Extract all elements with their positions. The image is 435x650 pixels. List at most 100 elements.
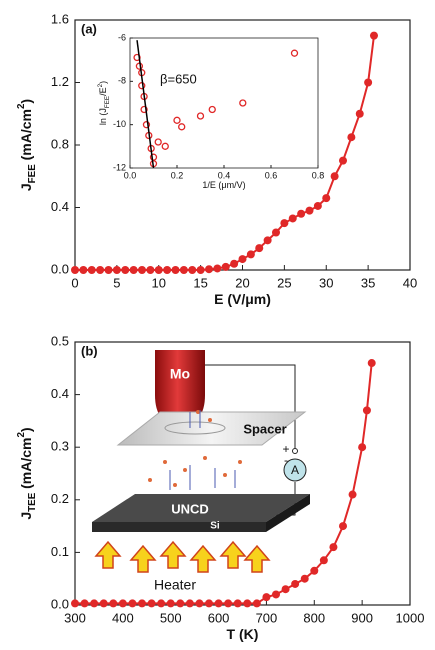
y-axis-title-part: 2 bbox=[16, 432, 27, 438]
spacer bbox=[116, 411, 307, 446]
x-tick-label: 0.6 bbox=[265, 170, 278, 180]
panel-label: (b) bbox=[81, 343, 98, 358]
y-tick-label: 0.2 bbox=[51, 491, 69, 506]
y-axis-title-part: TEE bbox=[27, 492, 38, 512]
data-point bbox=[196, 112, 205, 120]
data-point bbox=[322, 194, 331, 203]
uncd-front bbox=[92, 522, 266, 532]
y-axis-title-part: ) bbox=[98, 81, 108, 84]
electron-paths bbox=[169, 410, 236, 490]
y-axis-title-part: 2 bbox=[97, 83, 104, 87]
y-axis-title-part: ) bbox=[18, 427, 34, 432]
data-point bbox=[239, 99, 247, 107]
x-tick-label: 800 bbox=[303, 610, 325, 625]
y-axis-title-part: (mA/cm bbox=[18, 438, 34, 493]
x-axis-title-part: T (K) bbox=[227, 626, 259, 642]
data-point bbox=[230, 259, 239, 268]
data-point bbox=[176, 599, 185, 608]
data-point bbox=[272, 228, 280, 237]
x-tick-label: 300 bbox=[64, 610, 86, 625]
data-point bbox=[99, 599, 108, 608]
y-tick-label: 0.3 bbox=[51, 439, 69, 454]
data-point bbox=[221, 262, 230, 271]
y-axis-title-part: 2 bbox=[16, 103, 27, 109]
data-point bbox=[171, 266, 180, 274]
data-point bbox=[90, 599, 99, 608]
data-point bbox=[213, 264, 222, 273]
y-axis-title-part: FEE bbox=[27, 164, 38, 184]
data-point bbox=[246, 250, 255, 259]
x-tick-label: 500 bbox=[160, 610, 182, 625]
data-point bbox=[310, 566, 319, 575]
y-tick-label: 0.5 bbox=[51, 333, 69, 348]
data-point bbox=[163, 266, 172, 274]
data-point bbox=[224, 599, 233, 608]
y-tick-label: 0.8 bbox=[51, 136, 69, 151]
y-tick-label: -12 bbox=[113, 162, 126, 172]
data-point bbox=[146, 266, 155, 274]
y-axis-title-part: J bbox=[18, 512, 34, 520]
data-point bbox=[196, 266, 205, 274]
data-point bbox=[367, 359, 376, 368]
data-point bbox=[118, 599, 127, 608]
plot-frame bbox=[129, 37, 319, 169]
uncd-top bbox=[92, 494, 310, 522]
y-axis-title: ln (JFEE/E2) bbox=[97, 81, 111, 125]
label-uncd: UNCD bbox=[171, 501, 209, 516]
data-point bbox=[362, 406, 371, 415]
data-point bbox=[147, 599, 156, 608]
label-ammeter: A bbox=[291, 463, 299, 477]
x-tick-label: 0 bbox=[71, 275, 78, 290]
y-axis-title: JFEE (mA/cm2) bbox=[16, 99, 38, 191]
x-tick-label: 40 bbox=[403, 275, 417, 290]
label-spacer: Spacer bbox=[243, 421, 286, 436]
x-tick-label: 1000 bbox=[396, 610, 425, 625]
y-axis-title-part: J bbox=[18, 183, 34, 191]
x-tick-label: 5 bbox=[113, 275, 120, 290]
x-axis-title: E (V/μm) bbox=[214, 291, 271, 307]
uncd-side bbox=[266, 494, 310, 532]
data-point bbox=[138, 266, 146, 274]
label-plus: + bbox=[282, 442, 289, 456]
x-tick-label: 20 bbox=[235, 275, 249, 290]
data-point bbox=[319, 556, 328, 565]
x-axis-title: T (K) bbox=[227, 626, 259, 642]
data-point bbox=[233, 599, 242, 608]
data-point bbox=[205, 265, 213, 274]
data-point bbox=[154, 266, 163, 274]
x-tick-label: 0.0 bbox=[124, 170, 137, 180]
y-tick-label: 0.0 bbox=[51, 261, 69, 276]
data-point bbox=[87, 266, 96, 274]
data-point bbox=[140, 105, 148, 114]
data-point bbox=[339, 522, 347, 531]
data-point bbox=[329, 543, 338, 552]
y-tick-label: -6 bbox=[118, 32, 126, 42]
data-point bbox=[348, 490, 357, 499]
data-point bbox=[300, 574, 309, 583]
data-point bbox=[358, 443, 367, 452]
data-point bbox=[205, 599, 213, 608]
data-point bbox=[128, 599, 137, 608]
y-tick-label: 1.6 bbox=[51, 11, 69, 26]
y-tick-label: 0.4 bbox=[51, 386, 69, 401]
slope-annotation: β=650 bbox=[160, 71, 197, 86]
data-point bbox=[288, 214, 297, 223]
data-point bbox=[339, 156, 347, 165]
label-mo: Mo bbox=[170, 366, 190, 382]
panel-label: (a) bbox=[81, 21, 97, 36]
x-tick-label: 10 bbox=[152, 275, 166, 290]
data-point bbox=[369, 31, 378, 40]
y-axis-title-part: /E bbox=[98, 87, 108, 96]
x-tick-label: 0.8 bbox=[312, 170, 325, 180]
wire bbox=[205, 364, 296, 448]
data-point bbox=[109, 599, 118, 608]
y-axis-title-part: ) bbox=[18, 99, 34, 104]
x-tick-label: 30 bbox=[319, 275, 333, 290]
data-point bbox=[80, 599, 89, 608]
data-point bbox=[297, 209, 306, 218]
data-point bbox=[104, 266, 113, 274]
data-point bbox=[272, 590, 280, 599]
x-tick-label: 35 bbox=[361, 275, 375, 290]
y-axis-title-part: ln (J bbox=[98, 108, 108, 125]
